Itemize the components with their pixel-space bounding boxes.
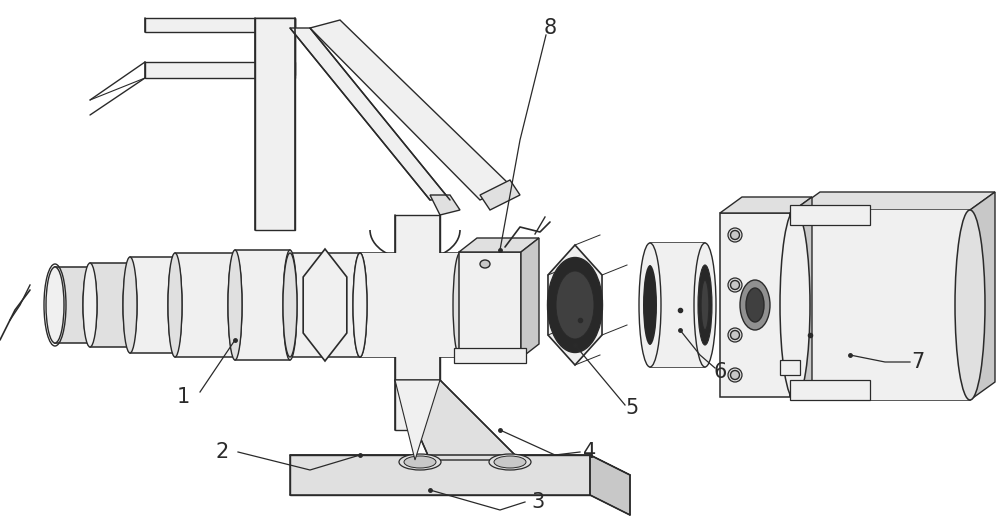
Text: 2: 2 xyxy=(215,442,229,462)
Polygon shape xyxy=(55,267,90,343)
Polygon shape xyxy=(290,253,360,357)
Polygon shape xyxy=(650,243,705,367)
Ellipse shape xyxy=(730,330,740,339)
Ellipse shape xyxy=(353,253,367,357)
Polygon shape xyxy=(790,380,870,400)
Ellipse shape xyxy=(168,257,182,353)
Ellipse shape xyxy=(48,267,62,343)
Polygon shape xyxy=(290,455,630,475)
Polygon shape xyxy=(130,257,175,353)
Text: 3: 3 xyxy=(531,492,545,512)
Ellipse shape xyxy=(123,257,137,353)
Polygon shape xyxy=(310,20,510,200)
Ellipse shape xyxy=(283,253,297,357)
Ellipse shape xyxy=(728,278,742,292)
Polygon shape xyxy=(720,197,812,213)
Polygon shape xyxy=(548,245,602,365)
Ellipse shape xyxy=(509,277,521,333)
Ellipse shape xyxy=(228,250,242,360)
Ellipse shape xyxy=(404,456,436,468)
Text: 8: 8 xyxy=(543,18,557,38)
Polygon shape xyxy=(395,380,440,460)
Polygon shape xyxy=(790,205,870,225)
Ellipse shape xyxy=(494,456,526,468)
Polygon shape xyxy=(145,62,295,78)
Ellipse shape xyxy=(730,370,740,379)
Polygon shape xyxy=(780,360,800,375)
Ellipse shape xyxy=(556,271,594,339)
Polygon shape xyxy=(430,195,460,215)
Polygon shape xyxy=(145,18,295,32)
Polygon shape xyxy=(590,455,630,515)
Polygon shape xyxy=(790,197,812,397)
Polygon shape xyxy=(303,249,347,361)
Polygon shape xyxy=(460,277,515,333)
Polygon shape xyxy=(255,18,295,230)
Ellipse shape xyxy=(728,228,742,242)
Polygon shape xyxy=(720,213,790,397)
Ellipse shape xyxy=(46,267,64,343)
Ellipse shape xyxy=(728,368,742,382)
Polygon shape xyxy=(480,180,520,210)
Ellipse shape xyxy=(480,260,490,268)
Text: 1: 1 xyxy=(176,387,190,407)
Ellipse shape xyxy=(228,253,242,357)
Text: 5: 5 xyxy=(625,398,639,418)
Polygon shape xyxy=(290,455,590,495)
Polygon shape xyxy=(235,250,290,360)
Ellipse shape xyxy=(83,263,97,347)
Ellipse shape xyxy=(740,280,770,330)
Ellipse shape xyxy=(399,454,441,470)
Polygon shape xyxy=(395,215,440,430)
Polygon shape xyxy=(459,252,521,358)
Ellipse shape xyxy=(955,210,985,400)
Polygon shape xyxy=(454,348,526,363)
Polygon shape xyxy=(521,238,539,358)
Polygon shape xyxy=(90,263,130,347)
Text: 7: 7 xyxy=(911,352,925,372)
Ellipse shape xyxy=(83,267,97,343)
Text: 4: 4 xyxy=(583,442,597,462)
Ellipse shape xyxy=(780,210,810,400)
Text: 6: 6 xyxy=(713,362,727,382)
Polygon shape xyxy=(795,192,995,210)
Polygon shape xyxy=(360,253,460,357)
Polygon shape xyxy=(255,18,295,75)
Ellipse shape xyxy=(489,454,531,470)
Ellipse shape xyxy=(123,263,137,347)
Polygon shape xyxy=(290,28,450,200)
Ellipse shape xyxy=(353,253,367,357)
Ellipse shape xyxy=(639,243,661,367)
Ellipse shape xyxy=(453,253,467,357)
Ellipse shape xyxy=(694,243,716,367)
Polygon shape xyxy=(795,210,970,400)
Polygon shape xyxy=(395,380,520,460)
Ellipse shape xyxy=(730,280,740,289)
Ellipse shape xyxy=(746,288,764,322)
Ellipse shape xyxy=(283,250,297,360)
Polygon shape xyxy=(970,192,995,400)
Ellipse shape xyxy=(701,280,709,330)
Ellipse shape xyxy=(698,265,712,345)
Ellipse shape xyxy=(643,265,657,345)
Polygon shape xyxy=(175,253,235,357)
Ellipse shape xyxy=(548,258,602,352)
Ellipse shape xyxy=(168,253,182,357)
Polygon shape xyxy=(459,238,539,252)
Ellipse shape xyxy=(728,328,742,342)
Ellipse shape xyxy=(730,230,740,239)
